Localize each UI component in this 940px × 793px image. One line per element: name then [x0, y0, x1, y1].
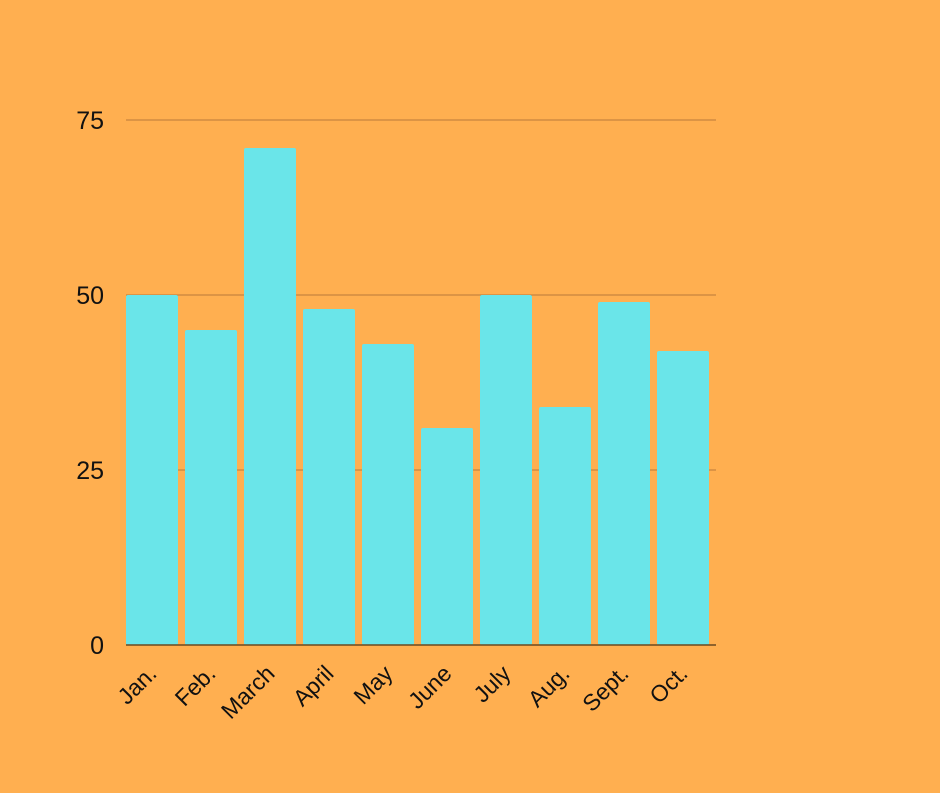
bar-oct — [657, 351, 709, 645]
bar-jan — [126, 295, 178, 645]
bars — [126, 148, 709, 645]
bar-aug — [539, 407, 591, 645]
x-tick-label: March — [216, 660, 280, 724]
y-tick-label: 50 — [76, 282, 104, 310]
x-tick-label: Oct. — [644, 660, 692, 708]
y-axis-ticks: 0 25 50 75 — [76, 107, 104, 660]
bar-may — [362, 344, 414, 645]
y-tick-label: 0 — [90, 632, 104, 660]
y-tick-label: 75 — [76, 107, 104, 135]
bar-march — [244, 148, 296, 645]
bar-april — [303, 309, 355, 645]
x-tick-label: Feb. — [170, 660, 221, 711]
bar-feb — [185, 330, 237, 645]
bar-june — [421, 428, 473, 645]
x-axis-ticks: Jan. Feb.March April May June July Aug. Sept. Oc… — [112, 660, 692, 724]
bar-sept — [598, 302, 650, 645]
bar-july — [480, 295, 532, 645]
y-tick-label: 25 — [76, 457, 104, 485]
x-tick-label: May — [348, 660, 397, 709]
x-tick-label: Jan. — [112, 660, 161, 709]
x-tick-label: Sept. — [577, 660, 633, 716]
x-tick-label: June — [403, 660, 457, 714]
x-tick-label: April — [288, 660, 339, 711]
x-tick-label: Aug. — [523, 660, 575, 712]
x-tick-label: July — [468, 660, 516, 708]
